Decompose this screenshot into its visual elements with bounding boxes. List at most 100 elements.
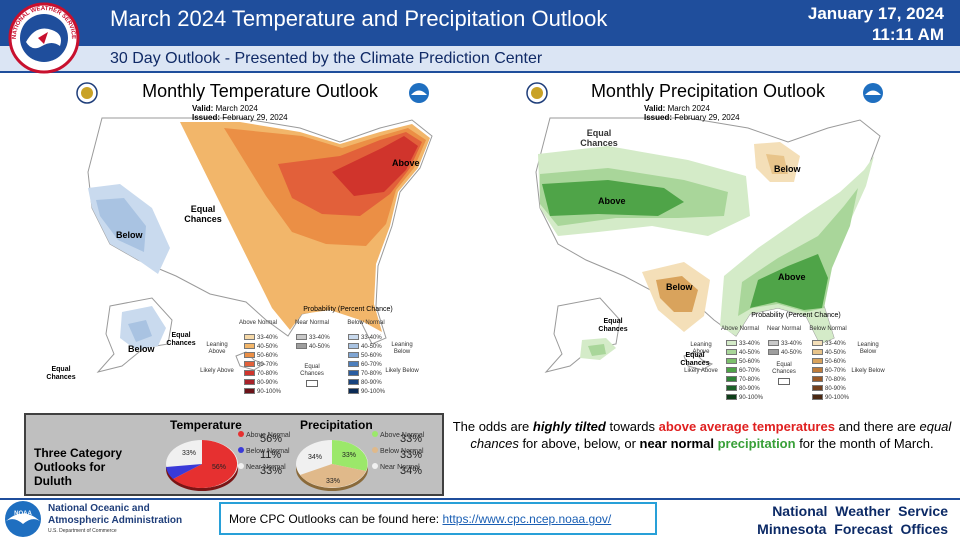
precip-legend-below-swatch [812,376,823,383]
precip-legend-above-label: 90-100% [739,395,764,401]
noaa-seal-icon [863,83,883,103]
temp-legend-below-row: 70-80% [348,370,382,378]
temp-label-equal-chances: Equal Chances [184,204,222,224]
temp-pie-near-label: 33% [182,450,196,457]
temp-legend-above-swatch [244,370,255,377]
temp-pie-above-slice [173,440,238,488]
page-title: March 2024 Temperature and Precipitation… [110,6,608,31]
noaa-seal-icon [409,83,429,103]
temp-legend-above-row: 80-90% [244,379,278,387]
temp-legend-equal-swatch [306,380,318,387]
svg-text:NOAA: NOAA [14,511,32,517]
temp-legend-above-label: 80-90% [257,380,278,386]
temp-legend-above-label: 50-60% [257,353,278,359]
precip-legend-below-row: 80-90% [812,385,846,393]
precip-legend-above-swatch [726,349,737,356]
temp-legend-above-swatch [244,334,255,341]
temp-legend-below-label: 90-100% [361,389,386,395]
temp-legend-leaning-above: Leaning Above [206,342,228,355]
alaska-below-core [128,320,152,342]
precipitation-map-title: Monthly Precipitation Outlook [590,81,826,101]
noaa-logo: NOAA [5,501,41,537]
precip-legend-below-label: 80-90% [825,386,846,392]
precip-legend-leaning-below: Leaning Below [857,342,879,355]
header-time: 11:11 AM [871,25,944,44]
temp-legend-above-label: 33-40% [257,335,278,341]
precip-legend-below-label: 70-80% [825,377,846,383]
precip-above-se-core [750,254,828,310]
header-date: January 17, 2024 [807,4,944,23]
precip-legend-col-above: Above Normal [720,326,759,332]
precip-legend-below-row: 50-60% [812,358,846,366]
footer-rule [0,498,960,500]
precip-legend-likely-below: Likely Below [851,368,885,374]
temp-legend-above-swatch [244,379,255,386]
temp-legend-col-above: Above Normal [238,320,277,326]
precip-legend-above-swatch [726,394,737,401]
noaa-department: U.S. Department of Commerce [48,528,117,534]
precip-legend-above-swatch [726,367,737,374]
temp-legend-above-label: 60-70% [257,362,278,368]
nws-footer-line2: Minnesota Forecast Offices [757,521,948,537]
temp-legend-leaning-below: Leaning Below [391,342,413,355]
nws-footer: National Weather Service Minnesota Forec… [757,502,948,538]
precip-legend-below-swatch [812,349,823,356]
temp-label-above: Above [392,158,420,168]
temperature-pie-legend: Above Normal Below Normal Near Normal [238,431,290,479]
temp-legend-above-swatch [244,343,255,350]
precip-legend-below-label: 33-40% [825,341,846,347]
cpc-link[interactable]: https://www.cpc.ncep.noaa.gov/ [442,512,612,526]
temp-label-equal-chances-ak-2: Equal Chances [46,366,76,381]
temp-legend-above-row: 60-70% [244,361,278,369]
temp-legend-below-row: 40-50% [348,343,382,351]
precipitation-pie-values: 33% 33% 34% [400,433,423,477]
precip-below-mi-core [766,154,788,174]
precip-legend-near-swatch [768,340,779,347]
temp-legend-below-row: 50-60% [348,352,382,360]
temp-legend-near-row: 33-40% [296,334,330,342]
temp-legend-above-row: 90-100% [244,388,281,396]
temp-legend-likely-above: Likely Above [200,368,234,374]
precip-legend-equal-swatch [778,378,790,385]
temp-legend-above-swatch [244,352,255,359]
precip-legend-below-label: 60-70% [825,368,846,374]
temperature-map-dates: Valid: March 2024 Issued: February 29, 2… [192,104,288,122]
temp-legend-title: Probability (Percent Chance) [303,306,393,313]
temperature-pie-chart: 56% 33% [166,440,238,491]
temp-legend-below-swatch [348,370,359,377]
precip-legend-below-swatch [812,385,823,392]
temp-legend-below-swatch [348,361,359,368]
alaska-outline [544,297,621,373]
precip-legend-above-row: 80-90% [726,385,760,393]
temp-label-below: Below [116,230,143,240]
precip-legend-above-swatch [726,358,737,365]
temp-legend-below-swatch [348,388,359,395]
precip-pie-below-slice [300,464,366,488]
precip-legend-near-row: 40-50% [768,349,802,357]
temp-legend-below-row: 60-70% [348,361,382,369]
cpc-link-box: More CPC Outlooks can be found here: htt… [219,502,657,535]
temp-legend-above-label: 70-80% [257,371,278,377]
temp-legend-above-row: 70-80% [244,370,278,378]
precip-legend-near-row: 33-40% [768,340,802,348]
temp-legend-equal-chances: Equal Chances [300,364,324,377]
temp-pie-above-label: 56% [212,464,226,471]
temp-legend-col-near: Near Normal [294,320,329,326]
temp-legend-below-row: 90-100% [348,388,385,396]
precip-label-equal-chances-ak-2: Equal Chances [680,352,710,367]
precip-label-equal-chances: Equal Chances [580,128,618,148]
hawaii-outline [683,351,714,371]
precip-legend-below-row: 33-40% [812,340,846,348]
header-bar [0,0,960,46]
temp-legend-below-swatch [348,352,359,359]
temp-legend-below-swatch [348,379,359,386]
outlook-summary: The odds are highly tilted towards above… [452,419,952,451]
temp-legend-col-below: Below Normal [347,320,385,326]
temp-legend-below-row: 80-90% [348,379,382,387]
temp-legend-above-row: 33-40% [244,334,278,342]
precip-legend-above-swatch [726,376,737,383]
hawaii-outline [235,351,266,371]
temp-label-below-alaska: Below [128,344,155,354]
temp-legend-near-swatch [296,343,307,350]
precip-legend-near-label: 40-50% [781,350,802,356]
